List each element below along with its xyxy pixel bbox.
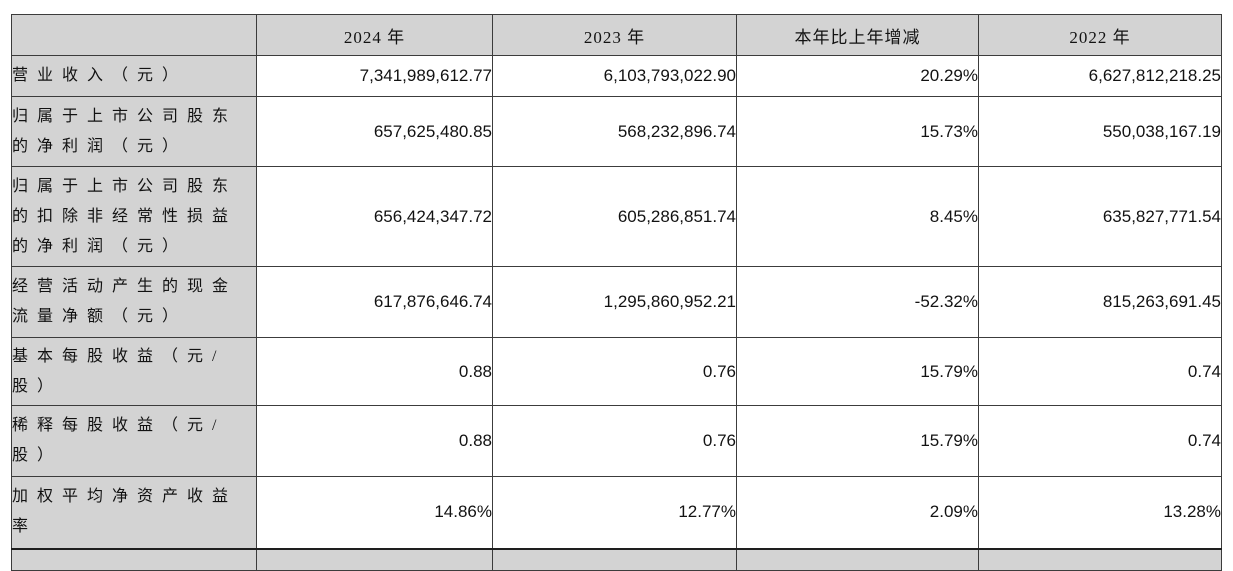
row-label: 加权平均净资产收益率 bbox=[11, 476, 257, 549]
value-2023: 1,295,860,952.21 bbox=[492, 266, 737, 338]
value-yoy-change: 15.73% bbox=[736, 96, 979, 167]
row-label: 稀释每股收益（元/股） bbox=[11, 405, 257, 477]
value-2022: 550,038,167.19 bbox=[978, 96, 1222, 167]
table-container: 2024 年 2023 年 本年比上年增减 2022 年 营业收入（元） 7,3… bbox=[11, 14, 1222, 571]
financial-summary-table: 2024 年 2023 年 本年比上年增减 2022 年 营业收入（元） 7,3… bbox=[11, 14, 1222, 571]
partial-cell bbox=[11, 547, 257, 571]
value-2022: 6,627,812,218.25 bbox=[978, 55, 1222, 97]
row-label: 归属于上市公司股东的净利润（元） bbox=[11, 96, 257, 167]
value-2023: 12.77% bbox=[492, 476, 737, 549]
partial-cell bbox=[256, 547, 493, 571]
table-row-net-profit: 归属于上市公司股东的净利润（元） 657,625,480.85 568,232,… bbox=[11, 96, 1222, 167]
value-2022: 13.28% bbox=[978, 476, 1222, 549]
value-2024: 7,341,989,612.77 bbox=[256, 55, 493, 97]
value-2022: 635,827,771.54 bbox=[978, 166, 1222, 267]
header-cell-blank bbox=[11, 14, 257, 56]
table-row-operating-cash-flow: 经营活动产生的现金流量净额（元） 617,876,646.74 1,295,86… bbox=[11, 266, 1222, 338]
header-cell-2022: 2022 年 bbox=[978, 14, 1222, 56]
table-row-net-profit-excl-nonrecurring: 归属于上市公司股东的扣除非经常性损益的净利润（元） 656,424,347.72… bbox=[11, 166, 1222, 267]
value-2023: 568,232,896.74 bbox=[492, 96, 737, 167]
table-row-diluted-eps: 稀释每股收益（元/股） 0.88 0.76 15.79% 0.74 bbox=[11, 405, 1222, 477]
value-2023: 0.76 bbox=[492, 337, 737, 406]
value-2024: 0.88 bbox=[256, 337, 493, 406]
value-2024: 14.86% bbox=[256, 476, 493, 549]
table-row-weighted-avg-roe: 加权平均净资产收益率 14.86% 12.77% 2.09% 13.28% bbox=[11, 476, 1222, 549]
value-2022: 0.74 bbox=[978, 337, 1222, 406]
table-row-operating-revenue: 营业收入（元） 7,341,989,612.77 6,103,793,022.9… bbox=[11, 55, 1222, 97]
value-2024: 617,876,646.74 bbox=[256, 266, 493, 338]
row-label: 营业收入（元） bbox=[11, 55, 257, 97]
value-2022: 0.74 bbox=[978, 405, 1222, 477]
value-yoy-change: 15.79% bbox=[736, 405, 979, 477]
value-yoy-change: 2.09% bbox=[736, 476, 979, 549]
header-row: 2024 年 2023 年 本年比上年增减 2022 年 bbox=[11, 14, 1222, 56]
value-2024: 656,424,347.72 bbox=[256, 166, 493, 267]
value-2024: 0.88 bbox=[256, 405, 493, 477]
header-cell-2023: 2023 年 bbox=[492, 14, 737, 56]
row-label: 归属于上市公司股东的扣除非经常性损益的净利润（元） bbox=[11, 166, 257, 267]
value-yoy-change: -52.32% bbox=[736, 266, 979, 338]
value-2023: 0.76 bbox=[492, 405, 737, 477]
value-yoy-change: 20.29% bbox=[736, 55, 979, 97]
table-row-partial-cutoff bbox=[11, 547, 1222, 571]
value-yoy-change: 8.45% bbox=[736, 166, 979, 267]
value-2023: 6,103,793,022.90 bbox=[492, 55, 737, 97]
value-2024: 657,625,480.85 bbox=[256, 96, 493, 167]
table-row-basic-eps: 基本每股收益（元/股） 0.88 0.76 15.79% 0.74 bbox=[11, 337, 1222, 406]
value-yoy-change: 15.79% bbox=[736, 337, 979, 406]
partial-cell bbox=[492, 547, 737, 571]
partial-cell bbox=[978, 547, 1222, 571]
row-label: 基本每股收益（元/股） bbox=[11, 337, 257, 406]
row-label: 经营活动产生的现金流量净额（元） bbox=[11, 266, 257, 338]
header-cell-2024: 2024 年 bbox=[256, 14, 493, 56]
header-cell-yoy-change: 本年比上年增减 bbox=[736, 14, 979, 56]
partial-cell bbox=[736, 547, 979, 571]
value-2022: 815,263,691.45 bbox=[978, 266, 1222, 338]
value-2023: 605,286,851.74 bbox=[492, 166, 737, 267]
